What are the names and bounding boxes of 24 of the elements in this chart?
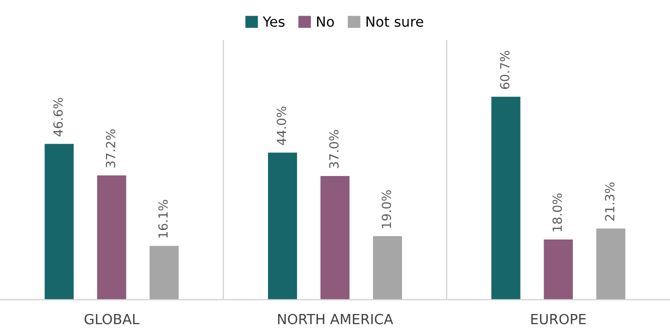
bar	[44, 144, 74, 300]
data-label: 44.0%	[276, 106, 286, 146]
bar	[97, 175, 126, 300]
bar	[372, 236, 402, 300]
data-label: 37.0%	[329, 130, 339, 168]
bar	[544, 240, 573, 300]
data-label: 18.0%	[552, 194, 562, 232]
data-label: 60.7%	[500, 50, 510, 89]
x-tick-label: NORTH AMERICA	[278, 314, 394, 324]
x-tick-label: GLOBAL	[84, 314, 140, 324]
data-label: 19.0%	[382, 190, 392, 228]
legend-label: Not sure	[366, 16, 424, 27]
legend-label: Yes	[262, 16, 285, 27]
data-label: 21.3%	[604, 182, 614, 221]
bar	[268, 152, 298, 300]
bar	[491, 96, 520, 300]
bar	[150, 246, 179, 300]
x-tick-label: EUROPE	[531, 314, 586, 324]
bar	[596, 228, 626, 300]
bar	[320, 176, 350, 300]
data-label: 37.2%	[106, 129, 116, 168]
legend-label: No	[317, 16, 334, 27]
data-label: 16.1%	[158, 200, 168, 238]
data-label: 46.6%	[53, 98, 63, 136]
